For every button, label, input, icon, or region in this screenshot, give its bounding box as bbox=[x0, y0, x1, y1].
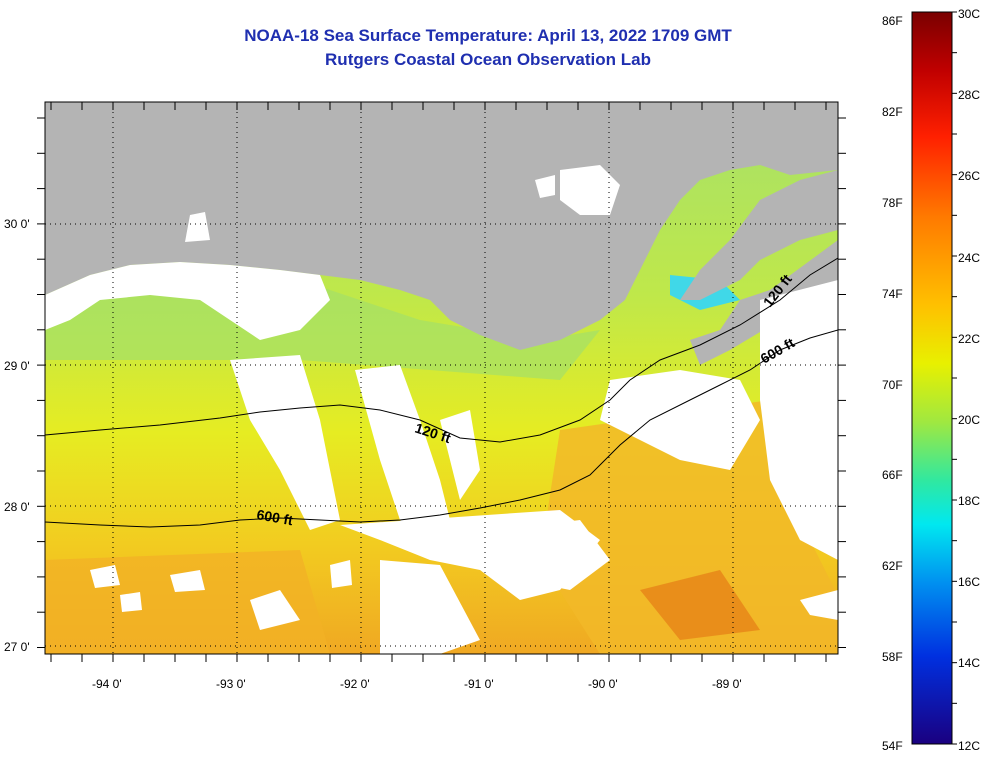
cloud-cover bbox=[600, 370, 760, 470]
cloud-cover bbox=[230, 355, 340, 530]
land-mass bbox=[45, 102, 838, 350]
colorbar-f-label: 86F bbox=[882, 14, 903, 28]
cloud-cover bbox=[355, 365, 455, 560]
colorbar-c-label: 26C bbox=[958, 169, 980, 183]
lat-label: 27 0' bbox=[4, 640, 30, 654]
lon-label: -89 0' bbox=[712, 677, 742, 691]
cloud-cover bbox=[440, 410, 480, 500]
colorbar-c-label: 24C bbox=[958, 251, 980, 265]
cloud-cover bbox=[500, 520, 610, 590]
lon-label: -93 0' bbox=[216, 677, 246, 691]
colorbar-c-label: 20C bbox=[958, 413, 980, 427]
warm-water-patch bbox=[540, 400, 838, 654]
colorbar: 86F 82F 78F 74F 70F 66F 62F 58F 54F 30C … bbox=[882, 7, 980, 753]
lat-label: 29 0' bbox=[4, 359, 30, 373]
colorbar-c-label: 22C bbox=[958, 332, 980, 346]
cool-water-patch bbox=[45, 280, 600, 380]
colorbar-f-label: 78F bbox=[882, 196, 903, 210]
cloud-cover bbox=[250, 590, 300, 630]
colorbar-f-label: 82F bbox=[882, 105, 903, 119]
colorbar-f-label: 54F bbox=[882, 739, 903, 753]
cloud-cover bbox=[45, 262, 330, 340]
map-area bbox=[45, 102, 838, 654]
lat-label: 30 0' bbox=[4, 217, 30, 231]
map-title: NOAA-18 Sea Surface Temperature: April 1… bbox=[244, 26, 732, 45]
colorbar-c-label: 28C bbox=[958, 88, 980, 102]
lon-label: -90 0' bbox=[588, 677, 618, 691]
contour-label: 600 ft bbox=[255, 506, 294, 528]
lon-label: -92 0' bbox=[340, 677, 370, 691]
contour-600ft bbox=[45, 329, 838, 528]
cloud-cover bbox=[120, 592, 142, 612]
cloud-cover bbox=[380, 560, 480, 654]
colorbar-c-label: 18C bbox=[958, 494, 980, 508]
land-mass bbox=[680, 170, 838, 300]
map-frame bbox=[44, 101, 839, 655]
colorbar-c-label: 12C bbox=[958, 739, 980, 753]
cloud-cover bbox=[800, 590, 838, 620]
colorbar-ticks bbox=[952, 11, 957, 745]
lat-label: 28 0' bbox=[4, 500, 30, 514]
cloud-cover bbox=[170, 570, 205, 592]
colorbar-c-label: 30C bbox=[958, 7, 980, 21]
colorbar-f-label: 62F bbox=[882, 559, 903, 573]
lon-label: -91 0' bbox=[464, 677, 494, 691]
colorbar-gradient bbox=[911, 11, 953, 745]
map-subtitle: Rutgers Coastal Ocean Observation Lab bbox=[325, 50, 651, 69]
cloud-cover bbox=[330, 560, 352, 588]
contour-120ft bbox=[45, 257, 838, 443]
colorbar-c-label: 16C bbox=[958, 575, 980, 589]
graticule bbox=[37, 102, 846, 662]
cloud-cover bbox=[560, 165, 620, 215]
colorbar-f-label: 58F bbox=[882, 650, 903, 664]
cloud-cover bbox=[535, 175, 555, 198]
cloud-cover bbox=[185, 212, 210, 242]
colorbar-f-label: 70F bbox=[882, 378, 903, 392]
warm-water-patch bbox=[640, 570, 760, 640]
lon-label: -94 0' bbox=[92, 677, 122, 691]
colorbar-c-label: 14C bbox=[958, 656, 980, 670]
colorbar-f-label: 66F bbox=[882, 468, 903, 482]
colorbar-f-label: 74F bbox=[882, 287, 903, 301]
